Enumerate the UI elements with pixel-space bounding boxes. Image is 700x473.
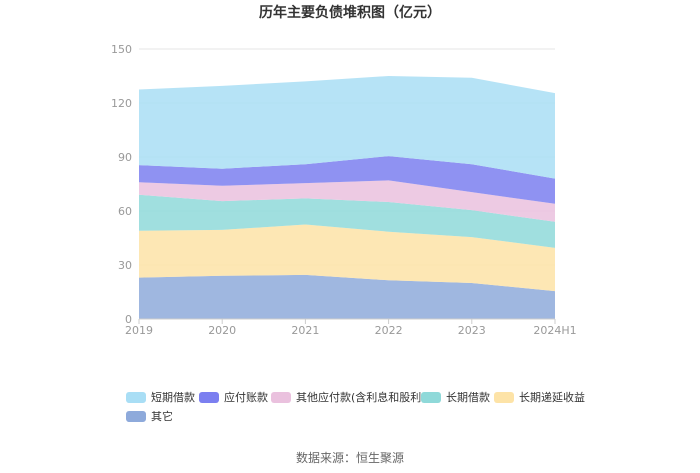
area-series-1 bbox=[139, 224, 555, 292]
legend-label: 长期递延收益 bbox=[519, 390, 585, 404]
y-tick-label: 0 bbox=[125, 313, 132, 326]
x-tick-label: 2021 bbox=[291, 324, 319, 337]
x-tick-label: 2019 bbox=[125, 324, 153, 337]
y-tick-label: 90 bbox=[118, 151, 132, 164]
y-tick-label: 30 bbox=[118, 259, 132, 272]
axes: 0 30 60 90 120 150 2019 2020 2021 2022 2023 2024H1 bbox=[111, 43, 577, 337]
x-tick-label: 2024H1 bbox=[533, 324, 576, 337]
legend-swatch bbox=[126, 392, 146, 403]
legend-label: 其他应付款(含利息和股利) bbox=[296, 390, 426, 404]
legend-swatch bbox=[494, 392, 514, 403]
legend-item[interactable]: 其它 bbox=[126, 409, 173, 423]
legend-label: 短期借款 bbox=[151, 390, 195, 404]
legend-swatch bbox=[421, 392, 441, 403]
x-tick-label: 2023 bbox=[458, 324, 486, 337]
source-note: 数据来源：恒生聚源 bbox=[296, 450, 404, 465]
legend-swatch bbox=[126, 411, 146, 422]
legend-label: 其它 bbox=[151, 409, 173, 423]
y-tick-label: 120 bbox=[111, 97, 132, 110]
legend-item[interactable]: 其他应付款(含利息和股利) bbox=[271, 390, 426, 404]
area-series-5 bbox=[139, 76, 555, 179]
legend-item[interactable]: 短期借款 bbox=[126, 390, 195, 404]
legend-label: 应付账款 bbox=[224, 390, 268, 404]
x-tick-label: 2022 bbox=[375, 324, 403, 337]
legend-item[interactable]: 长期递延收益 bbox=[494, 390, 585, 404]
chart-title: 历年主要负债堆积图（亿元） bbox=[259, 4, 441, 21]
area-series bbox=[139, 76, 555, 319]
legend-label: 长期借款 bbox=[446, 390, 490, 404]
y-tick-label: 150 bbox=[111, 43, 132, 56]
legend-swatch bbox=[199, 392, 219, 403]
y-tick-label: 60 bbox=[118, 205, 132, 218]
area-series-0 bbox=[139, 274, 555, 319]
area-series-4 bbox=[139, 156, 555, 204]
area-series-2 bbox=[139, 194, 555, 248]
legend-item[interactable]: 应付账款 bbox=[199, 390, 268, 404]
legend-swatch bbox=[271, 392, 291, 403]
legend-item[interactable]: 长期借款 bbox=[421, 390, 490, 404]
x-tick-label: 2020 bbox=[208, 324, 236, 337]
area-series-3 bbox=[139, 180, 555, 222]
